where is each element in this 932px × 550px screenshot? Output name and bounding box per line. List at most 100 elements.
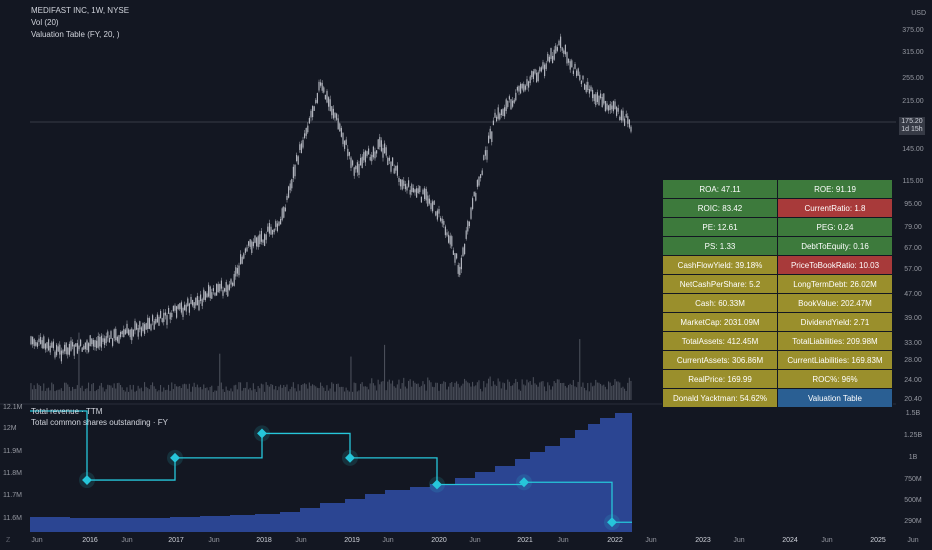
candle-body — [552, 55, 554, 64]
revenue-label[interactable]: Total revenue · TTM — [31, 407, 103, 416]
candle-body — [38, 338, 40, 343]
candle-body — [564, 44, 566, 55]
candle-body — [336, 113, 338, 120]
shares-point-marker[interactable] — [519, 477, 529, 488]
candle-body — [337, 118, 339, 130]
candle-body — [292, 166, 294, 179]
candle-body — [256, 237, 258, 247]
volume-bar — [574, 386, 576, 400]
candle-body — [73, 344, 75, 356]
volume-bar — [486, 383, 488, 400]
candle-body — [424, 188, 426, 199]
shares-point-marker[interactable] — [170, 452, 180, 463]
volume-bar — [537, 386, 539, 400]
candle-body — [184, 304, 186, 310]
price-tick: 33.00 — [904, 340, 922, 347]
price-tick: 67.00 — [904, 245, 922, 252]
volume-bar — [339, 387, 341, 400]
symbol-title[interactable]: MEDIFAST INC, 1W, NYSE — [31, 6, 130, 15]
volume-bar — [440, 383, 442, 400]
volume-bar — [441, 383, 443, 400]
candle-body — [180, 302, 182, 313]
volume-bar — [132, 384, 134, 400]
candle-body — [382, 148, 384, 158]
shares-point-marker[interactable] — [607, 517, 617, 528]
volume-bar — [444, 382, 446, 400]
valuation-cell: TotalAssets: 412.45M — [662, 331, 778, 351]
volume-bar — [539, 382, 541, 400]
candle-body — [89, 335, 91, 347]
volume-bar — [123, 390, 125, 400]
candle-body — [249, 239, 251, 247]
volume-bar — [348, 391, 350, 400]
candle-body — [230, 279, 232, 285]
volume-bar — [488, 378, 490, 400]
candle-body — [294, 164, 296, 177]
volume-bar — [188, 383, 190, 400]
price-tick: 39.00 — [904, 315, 922, 322]
valuation-row: TotalAssets: 412.45M TotalLiabilities: 20… — [662, 331, 893, 351]
shares-point-marker[interactable] — [432, 479, 442, 490]
volume-bar — [209, 386, 211, 400]
candle-body — [416, 188, 418, 198]
volume-bar — [268, 386, 270, 400]
volume-bar — [57, 389, 59, 400]
volume-bar — [467, 382, 469, 400]
zoom-label[interactable]: Z — [6, 537, 11, 544]
volume-bar — [147, 387, 149, 400]
candle-body — [497, 107, 499, 119]
volume-bar — [321, 385, 323, 400]
volume-bar — [300, 384, 302, 400]
candle-body — [272, 230, 274, 235]
volume-bar — [556, 379, 558, 400]
volume-bar — [233, 385, 235, 400]
shares-point-marker[interactable] — [257, 428, 267, 439]
volume-indicator-label[interactable]: Vol (20) — [31, 18, 59, 27]
candle-body — [123, 329, 125, 338]
candle-body — [96, 340, 98, 349]
valuation-cell: PriceToBookRatio: 10.03 — [777, 255, 893, 275]
volume-bar — [563, 382, 565, 400]
valuation-cell: DebtToEquity: 0.16 — [777, 236, 893, 256]
volume-bar — [201, 389, 203, 400]
valuation-cell: PE: 12.61 — [662, 217, 778, 237]
shares-point-marker[interactable] — [345, 452, 355, 463]
candle-body — [217, 284, 219, 293]
volume-bar — [200, 386, 202, 400]
volume-bar — [248, 389, 250, 400]
candle-body — [344, 140, 346, 149]
valuation-indicator-label[interactable]: Valuation Table (FY, 20, ) — [31, 30, 120, 39]
candle-body — [142, 322, 144, 331]
candle-body — [284, 207, 286, 212]
candle-body — [44, 343, 46, 350]
volume-bar — [628, 377, 630, 400]
candle-body — [225, 282, 227, 292]
volume-bar — [302, 384, 304, 400]
candle-body — [118, 335, 120, 344]
candle-body — [374, 151, 376, 159]
volume-bar — [462, 383, 464, 400]
volume-bar — [601, 385, 603, 400]
volume-bar — [99, 385, 101, 400]
volume-bar — [275, 385, 277, 400]
candle-body — [136, 323, 138, 330]
candle-body — [467, 220, 469, 232]
volume-bar — [446, 389, 448, 400]
time-tick: 2022 — [607, 537, 623, 544]
candle-body — [384, 143, 386, 154]
candle-body — [606, 103, 608, 110]
volume-bar — [555, 382, 557, 400]
volume-bar — [52, 384, 54, 400]
volume-bar — [588, 391, 590, 400]
candle-body — [427, 195, 429, 206]
valuation-cell: LongTermDebt: 26.02M — [777, 274, 893, 294]
candle-body — [593, 94, 595, 102]
candle-body — [502, 109, 504, 116]
candle-body — [310, 110, 312, 118]
volume-bar — [171, 382, 173, 400]
price-candles[interactable] — [30, 33, 632, 364]
candle-body — [334, 112, 336, 118]
shares-label[interactable]: Total common shares outstanding · FY — [31, 418, 168, 427]
volume-bar — [475, 385, 477, 400]
